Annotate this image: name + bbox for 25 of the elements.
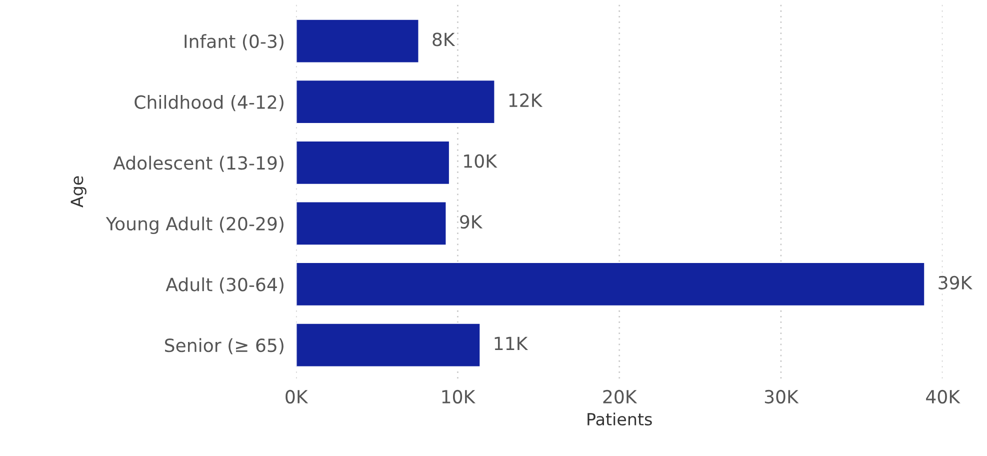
data-label: 10K <box>464 154 498 168</box>
y-tick-label: Infant (0-3) <box>184 34 284 50</box>
y-tick-label: Adult (30-64) <box>166 277 284 294</box>
bar <box>296 200 448 246</box>
bar <box>296 262 926 307</box>
y-tick-label: Childhood (4-12) <box>134 94 284 112</box>
x-tick-label: 20K <box>603 390 638 404</box>
data-label: 11K <box>494 336 528 350</box>
x-tick-label: 30K <box>764 390 799 404</box>
bar <box>296 79 496 124</box>
x-tick-label: 40K <box>926 390 960 404</box>
data-label: 8K <box>432 32 456 46</box>
y-tick-label: Senior (≥ 65) <box>165 338 284 354</box>
bar <box>296 322 482 368</box>
y-axis-title: Age <box>70 176 86 208</box>
bar <box>296 140 450 186</box>
x-tick-label: 0K <box>286 390 308 404</box>
y-tick-label: Adolescent (13-19) <box>113 156 284 172</box>
y-tick-label: Young Adult (20-29) <box>106 216 284 234</box>
data-label: 39K <box>938 276 972 290</box>
x-tick-label: 10K <box>442 390 476 404</box>
bar <box>296 18 420 64</box>
data-label: 12K <box>509 93 543 107</box>
data-label: 9K <box>460 215 483 229</box>
x-axis-title: Patients <box>588 412 652 426</box>
